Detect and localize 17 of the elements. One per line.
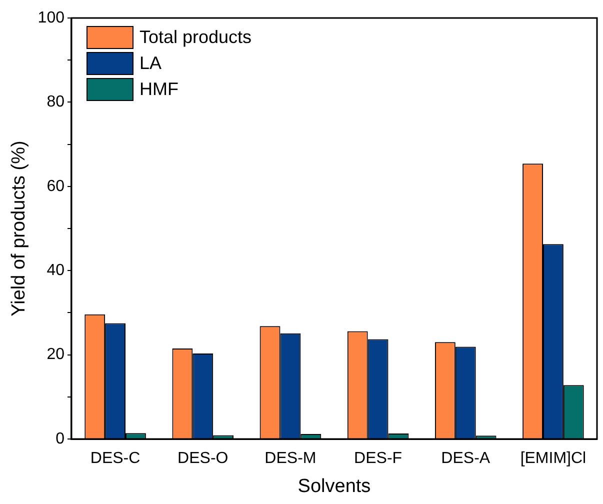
x-tick-label: DES-A bbox=[441, 450, 490, 468]
y-tick-label: 60 bbox=[46, 178, 65, 195]
x-tick-label: DES-C bbox=[90, 450, 140, 468]
x-tick-label: DES-O bbox=[178, 450, 228, 468]
y-tick-label: 100 bbox=[38, 9, 65, 26]
y-tick-label: 40 bbox=[46, 262, 65, 280]
x-tick-label: DES-M bbox=[264, 450, 316, 468]
y-axis-title: Yield of products (%) bbox=[8, 140, 30, 316]
legend-label: LA bbox=[139, 52, 162, 73]
x-axis-title: Solvents bbox=[298, 476, 371, 497]
legend-label: Total products bbox=[139, 26, 252, 47]
y-tick-label: 80 bbox=[46, 94, 65, 111]
x-tick-label: DES-F bbox=[354, 450, 402, 468]
y-tick-label: 20 bbox=[46, 346, 65, 364]
x-tick-label: [EMIM]Cl bbox=[520, 450, 586, 468]
y-tick-label: 0 bbox=[56, 430, 65, 448]
legend-label: HMF bbox=[139, 78, 178, 99]
